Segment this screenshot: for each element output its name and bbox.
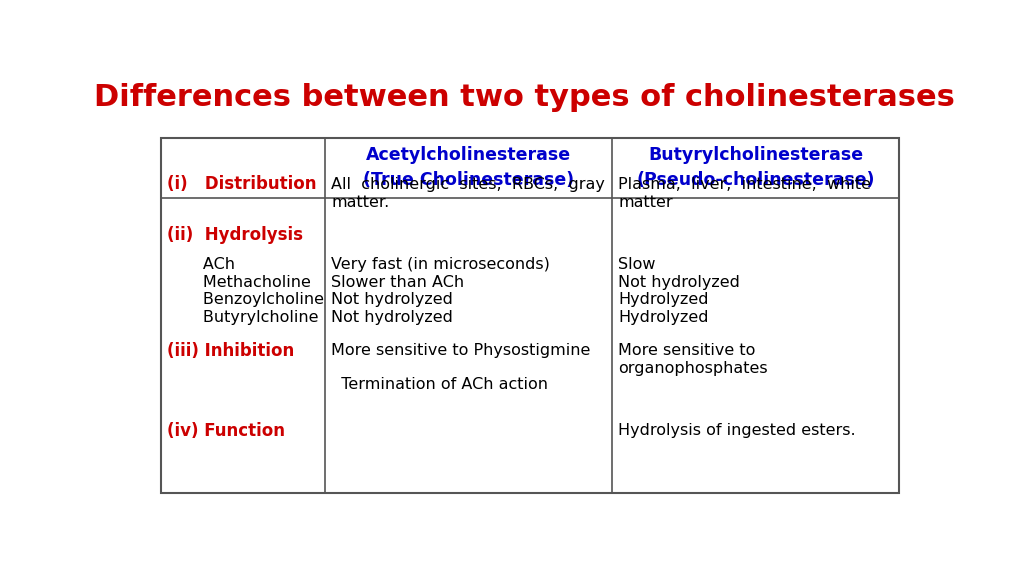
- Text: Not hydrolyzed: Not hydrolyzed: [331, 310, 453, 325]
- Text: Acetylcholinesterase
(True Cholinesterase): Acetylcholinesterase (True Cholinesteras…: [364, 146, 574, 190]
- Text: Benzoylcholine: Benzoylcholine: [167, 292, 325, 307]
- Text: Not hydrolyzed: Not hydrolyzed: [618, 275, 740, 290]
- Bar: [162, 138, 899, 492]
- Text: Not hydrolyzed: Not hydrolyzed: [331, 292, 453, 307]
- Text: matter.: matter.: [331, 195, 389, 210]
- Text: More sensitive to: More sensitive to: [618, 343, 756, 358]
- Text: Termination of ACh action: Termination of ACh action: [331, 377, 548, 392]
- Text: More sensitive to Physostigmine: More sensitive to Physostigmine: [331, 343, 591, 358]
- Text: All  cholinergic  sites,  RBCs,  gray: All cholinergic sites, RBCs, gray: [331, 177, 605, 192]
- Text: Hydrolyzed: Hydrolyzed: [618, 292, 709, 307]
- Text: Hydrolyzed: Hydrolyzed: [618, 310, 709, 325]
- Text: matter: matter: [618, 195, 673, 210]
- Text: (iii) Inhibition: (iii) Inhibition: [167, 342, 295, 360]
- Text: Plasma,  liver,  intestine,  white: Plasma, liver, intestine, white: [618, 177, 871, 192]
- Text: (i)   Distribution: (i) Distribution: [167, 176, 316, 194]
- Text: Differences between two types of cholinesterases: Differences between two types of choline…: [94, 84, 955, 112]
- Text: Methacholine: Methacholine: [167, 275, 311, 290]
- Text: Butyrylcholine: Butyrylcholine: [167, 310, 318, 325]
- Text: Very fast (in microseconds): Very fast (in microseconds): [331, 257, 550, 272]
- Text: Slow: Slow: [618, 257, 655, 272]
- Text: Butyrylcholinesterase
(Pseudo-cholinesterase): Butyrylcholinesterase (Pseudo-cholineste…: [637, 146, 876, 190]
- Text: Slower than ACh: Slower than ACh: [331, 275, 464, 290]
- Text: (iv) Function: (iv) Function: [167, 422, 286, 439]
- Text: Hydrolysis of ingested esters.: Hydrolysis of ingested esters.: [618, 423, 856, 438]
- Text: ACh: ACh: [167, 257, 236, 272]
- Text: (ii)  Hydrolysis: (ii) Hydrolysis: [167, 226, 303, 244]
- Text: organophosphates: organophosphates: [618, 361, 768, 376]
